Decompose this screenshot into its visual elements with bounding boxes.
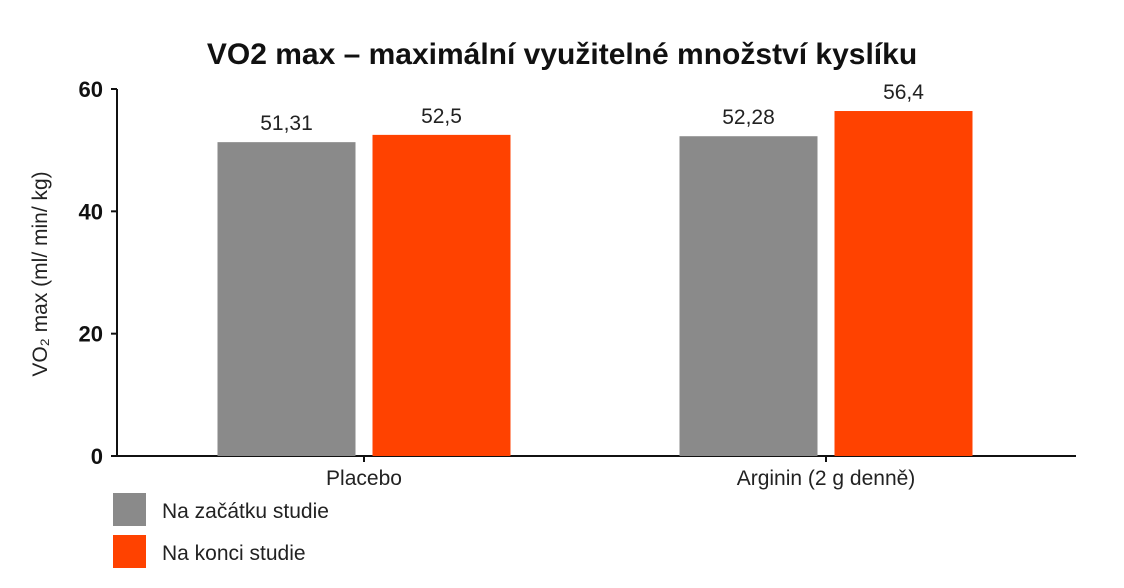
bar-value-label: 52,28 (722, 106, 775, 129)
bar-value-label: 52,5 (421, 105, 462, 128)
x-axis-ticks: Placebo Arginin (2 g denně) (326, 456, 915, 490)
legend-swatch (113, 493, 146, 526)
x-tick-label: Arginin (2 g denně) (737, 467, 916, 490)
bar-value-label: 56,4 (883, 81, 924, 104)
y-tick-label: 40 (79, 199, 103, 224)
bars (217, 111, 973, 457)
bar-end-0 (372, 134, 511, 456)
y-tick-label: 20 (79, 322, 103, 347)
data-labels: 51,31 52,5 52,28 56,4 (260, 81, 924, 135)
legend-label: Na začátku studie (162, 500, 329, 523)
bar-start-1 (679, 136, 818, 456)
bar-end-1 (834, 111, 973, 457)
bar-value-label: 51,31 (260, 112, 313, 135)
legend-label: Na konci studie (162, 542, 306, 565)
y-axis-label: VO₂ max (ml/ min/ kg) (29, 171, 52, 376)
bar-start-0 (217, 142, 356, 456)
legend: Na začátku studie Na konci studie (113, 493, 329, 568)
y-axis-ticks: 0 20 40 60 (79, 77, 117, 469)
y-tick-label: 60 (79, 77, 103, 102)
chart-title: VO2 max – maximální využitelné množství … (207, 38, 917, 71)
legend-swatch (113, 535, 146, 568)
y-tick-label: 0 (91, 444, 103, 469)
x-tick-label: Placebo (326, 467, 402, 490)
